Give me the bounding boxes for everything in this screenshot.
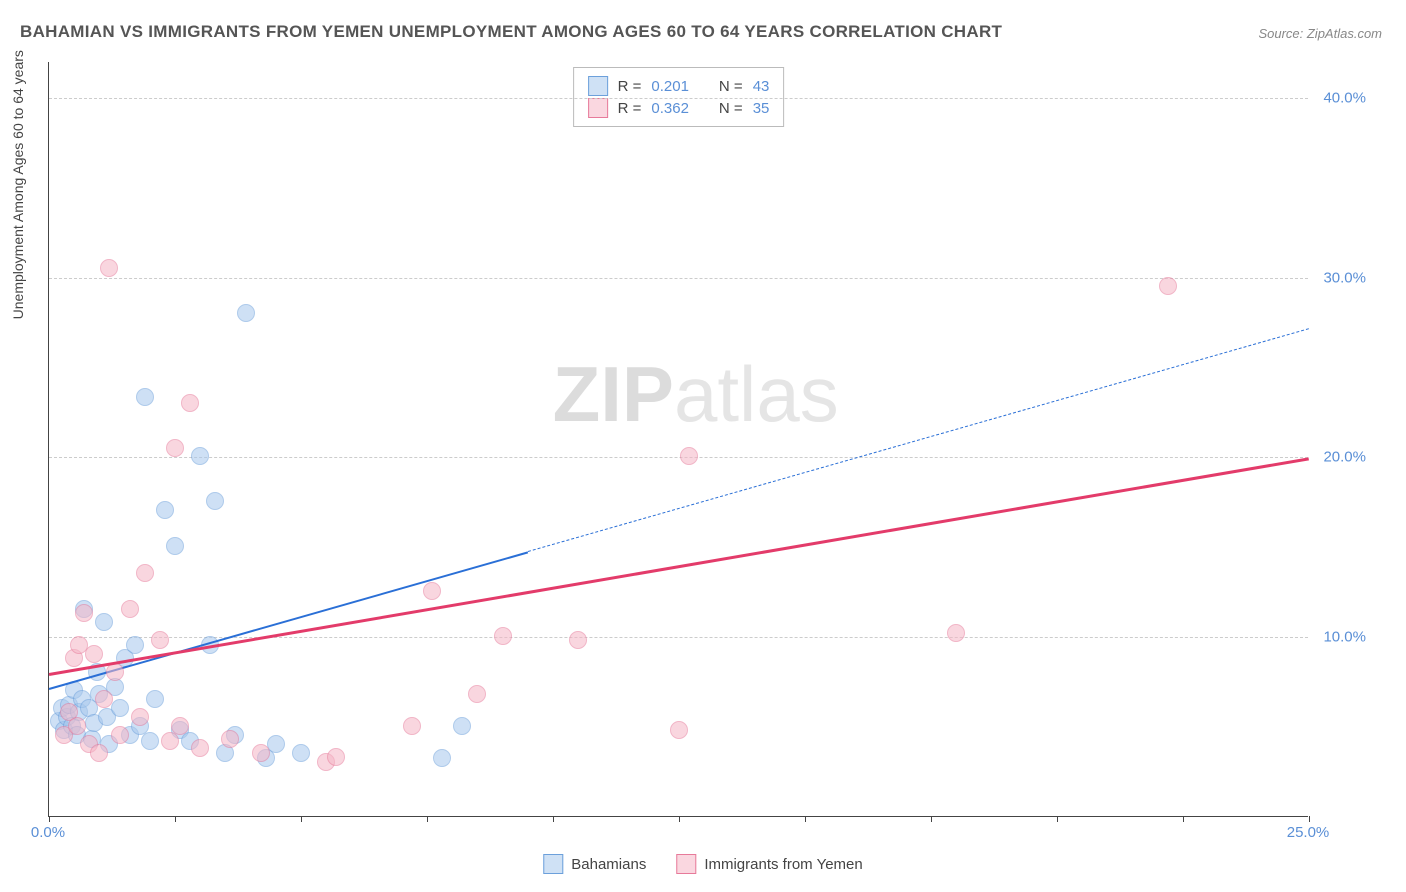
y-tick-label: 30.0% [1323, 269, 1366, 286]
scatter-point [136, 564, 154, 582]
scatter-point [106, 663, 124, 681]
scatter-point [181, 394, 199, 412]
scatter-point [100, 259, 118, 277]
legend-label: Immigrants from Yemen [704, 856, 862, 873]
scatter-point [151, 631, 169, 649]
x-tick [931, 816, 932, 822]
scatter-point [191, 447, 209, 465]
chart-area: ZIPatlas R = 0.201 N = 43 R = 0.362 N = … [48, 62, 1386, 837]
scatter-point [131, 708, 149, 726]
x-tick-label: 25.0% [1287, 824, 1330, 841]
n-label: N = [719, 100, 743, 117]
y-tick-label: 20.0% [1323, 449, 1366, 466]
scatter-point [221, 730, 239, 748]
legend-label: Bahamians [571, 856, 646, 873]
x-tick [805, 816, 806, 822]
watermark-zip: ZIP [553, 350, 674, 438]
x-tick [175, 816, 176, 822]
watermark: ZIPatlas [553, 349, 839, 440]
scatter-point [95, 690, 113, 708]
gridline [49, 98, 1308, 99]
scatter-point [111, 726, 129, 744]
scatter-point [136, 388, 154, 406]
x-tick [301, 816, 302, 822]
watermark-atlas: atlas [674, 350, 839, 438]
scatter-point [670, 721, 688, 739]
scatter-point [453, 717, 471, 735]
swatch-icon [676, 854, 696, 874]
swatch-icon [588, 76, 608, 96]
n-value: 35 [753, 100, 770, 117]
gridline [49, 278, 1308, 279]
y-tick-label: 10.0% [1323, 629, 1366, 646]
r-value: 0.201 [651, 78, 689, 95]
legend-item-yemen: Immigrants from Yemen [676, 854, 862, 874]
gridline [49, 637, 1308, 638]
scatter-point [146, 690, 164, 708]
scatter-point [468, 685, 486, 703]
y-axis-label: Unemployment Among Ages 60 to 64 years [10, 50, 26, 319]
scatter-point [292, 744, 310, 762]
y-tick-label: 40.0% [1323, 89, 1366, 106]
trend-line [49, 457, 1309, 675]
x-tick [427, 816, 428, 822]
x-tick [49, 816, 50, 822]
x-tick [1309, 816, 1310, 822]
scatter-point [166, 439, 184, 457]
scatter-point [191, 739, 209, 757]
scatter-point [171, 717, 189, 735]
scatter-point [206, 492, 224, 510]
scatter-point [494, 627, 512, 645]
scatter-point [85, 645, 103, 663]
scatter-point [569, 631, 587, 649]
scatter-point [423, 582, 441, 600]
source-attribution: Source: ZipAtlas.com [1258, 26, 1382, 41]
series-legend: Bahamians Immigrants from Yemen [543, 854, 862, 874]
scatter-point [1159, 277, 1177, 295]
scatter-point [95, 613, 113, 631]
scatter-point [126, 636, 144, 654]
gridline [49, 457, 1308, 458]
scatter-point [327, 748, 345, 766]
n-label: N = [719, 78, 743, 95]
legend-item-bahamians: Bahamians [543, 854, 646, 874]
legend-row-bahamians: R = 0.201 N = 43 [588, 76, 770, 96]
x-tick [1057, 816, 1058, 822]
scatter-point [141, 732, 159, 750]
x-tick [553, 816, 554, 822]
scatter-point [680, 447, 698, 465]
swatch-icon [543, 854, 563, 874]
x-tick-label: 0.0% [31, 824, 65, 841]
scatter-point [90, 744, 108, 762]
scatter-point [68, 717, 86, 735]
legend-row-yemen: R = 0.362 N = 35 [588, 98, 770, 118]
scatter-point [237, 304, 255, 322]
scatter-point [111, 699, 129, 717]
scatter-point [403, 717, 421, 735]
scatter-point [156, 501, 174, 519]
scatter-point [121, 600, 139, 618]
trend-line-dashed [528, 328, 1309, 552]
scatter-point [75, 604, 93, 622]
chart-title: BAHAMIAN VS IMMIGRANTS FROM YEMEN UNEMPL… [20, 22, 1002, 42]
r-label: R = [618, 100, 642, 117]
r-label: R = [618, 78, 642, 95]
plot-region: ZIPatlas R = 0.201 N = 43 R = 0.362 N = … [48, 62, 1308, 817]
scatter-point [252, 744, 270, 762]
n-value: 43 [753, 78, 770, 95]
x-tick [679, 816, 680, 822]
scatter-point [947, 624, 965, 642]
swatch-icon [588, 98, 608, 118]
scatter-point [433, 749, 451, 767]
scatter-point [166, 537, 184, 555]
x-tick [1183, 816, 1184, 822]
r-value: 0.362 [651, 100, 689, 117]
